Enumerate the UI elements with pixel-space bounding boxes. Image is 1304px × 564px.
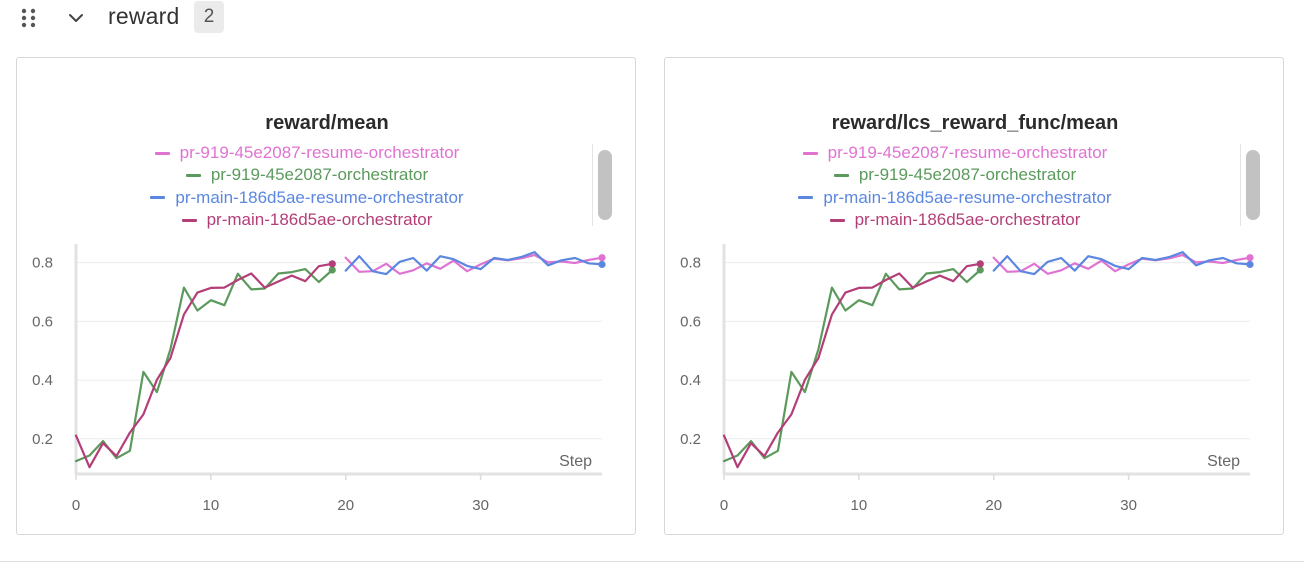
- legend-label: pr-919-45e2087-orchestrator: [858, 165, 1077, 185]
- section-divider: [0, 561, 1304, 562]
- series-end-point: [598, 260, 606, 269]
- legend-label: pr-main-186d5ae-orchestrator: [206, 210, 433, 230]
- series-end-point: [328, 266, 336, 274]
- legend-item[interactable]: pr-919-45e2087-orchestrator: [17, 164, 597, 186]
- legend-label: pr-919-45e2087-orchestrator: [210, 165, 429, 185]
- y-tick-label: 0.6: [32, 313, 53, 330]
- legend-scrollbar[interactable]: [592, 144, 618, 226]
- legend-swatch: [150, 196, 166, 200]
- y-tick-label: 0.8: [32, 255, 53, 272]
- section-header: reward 2: [0, 0, 1304, 36]
- series-line[interactable]: [344, 253, 604, 275]
- x-axis-title: Step: [559, 453, 592, 470]
- legend-swatch: [833, 173, 849, 177]
- chart-legend: pr-919-45e2087-resume-orchestrator pr-919…: [665, 142, 1245, 231]
- series-line[interactable]: [74, 268, 334, 463]
- x-tick-label: 20: [337, 497, 354, 514]
- series-line[interactable]: [992, 253, 1252, 275]
- legend-swatch: [798, 196, 814, 200]
- series-line[interactable]: [74, 262, 334, 469]
- x-tick-label: 10: [851, 497, 868, 514]
- legend-item[interactable]: pr-main-186d5ae-orchestrator: [665, 209, 1245, 231]
- line-chart[interactable]: 0.2 0.4 0.6 0.8 0 10 20 30 Step: [17, 58, 637, 536]
- x-tick-label: 0: [720, 497, 728, 514]
- y-tick-label: 0.2: [680, 431, 701, 448]
- series-end-point: [1246, 260, 1254, 269]
- legend-item[interactable]: pr-main-186d5ae-orchestrator: [17, 209, 597, 231]
- panel-count-badge: 2: [194, 1, 224, 33]
- series-end-point: [598, 254, 606, 262]
- scrollbar-thumb[interactable]: [1246, 150, 1260, 220]
- line-chart[interactable]: 0.2 0.4 0.6 0.8 0 10 20 30 Step: [665, 58, 1285, 536]
- panel-title: reward/mean: [265, 112, 389, 134]
- x-tick-label: 20: [985, 497, 1002, 514]
- y-tick-label: 0.4: [32, 372, 53, 389]
- chart-legend: pr-919-45e2087-resume-orchestrator pr-919…: [17, 142, 597, 231]
- x-tick-label: 30: [1120, 497, 1137, 514]
- x-tick-label: 0: [72, 497, 80, 514]
- chevron-down-icon[interactable]: [66, 8, 86, 28]
- panel-title: reward/lcs_reward_func/mean: [831, 112, 1119, 134]
- y-tick-label: 0.4: [680, 372, 701, 389]
- y-tick-label: 0.2: [32, 431, 53, 448]
- x-tick-label: 10: [203, 497, 220, 514]
- section-title[interactable]: reward: [108, 3, 180, 29]
- series-end-point: [976, 260, 984, 268]
- legend-item[interactable]: pr-919-45e2087-resume-orchestrator: [665, 142, 1245, 164]
- legend-item[interactable]: pr-main-186d5ae-resume-orchestrator: [665, 187, 1245, 209]
- x-axis-title: Step: [1207, 453, 1240, 470]
- series-line[interactable]: [344, 251, 604, 276]
- legend-label: pr-919-45e2087-resume-orchestrator: [827, 143, 1108, 163]
- scrollbar-track: [592, 144, 593, 226]
- scrollbar-track: [1240, 144, 1241, 226]
- legend-swatch: [802, 151, 818, 155]
- legend-item[interactable]: pr-919-45e2087-orchestrator: [665, 164, 1245, 186]
- x-tick-label: 30: [472, 497, 489, 514]
- chart-panel[interactable]: reward/lcs_reward_func/mean pr-919-45e20…: [664, 57, 1284, 535]
- y-tick-label: 0.6: [680, 313, 701, 330]
- legend-label: pr-main-186d5ae-orchestrator: [854, 210, 1081, 230]
- series-line[interactable]: [992, 251, 1252, 276]
- series-end-point: [976, 266, 984, 274]
- series-line[interactable]: [722, 262, 982, 469]
- legend-label: pr-919-45e2087-resume-orchestrator: [179, 143, 460, 163]
- drag-handle-icon[interactable]: [20, 7, 38, 29]
- legend-swatch: [154, 151, 170, 155]
- series-end-point: [1246, 254, 1254, 262]
- legend-item[interactable]: pr-main-186d5ae-resume-orchestrator: [17, 187, 597, 209]
- scrollbar-thumb[interactable]: [598, 150, 612, 220]
- legend-item[interactable]: pr-919-45e2087-resume-orchestrator: [17, 142, 597, 164]
- legend-swatch: [185, 173, 201, 177]
- legend-swatch: [181, 218, 197, 222]
- y-tick-label: 0.8: [680, 255, 701, 272]
- series-end-point: [328, 260, 336, 268]
- chart-panel[interactable]: reward/mean pr-919-45e2087-resume-orches…: [16, 57, 636, 535]
- legend-label: pr-main-186d5ae-resume-orchestrator: [823, 187, 1112, 207]
- legend-scrollbar[interactable]: [1240, 144, 1266, 226]
- series-line[interactable]: [722, 268, 982, 463]
- legend-swatch: [829, 218, 845, 222]
- legend-label: pr-main-186d5ae-resume-orchestrator: [175, 187, 464, 207]
